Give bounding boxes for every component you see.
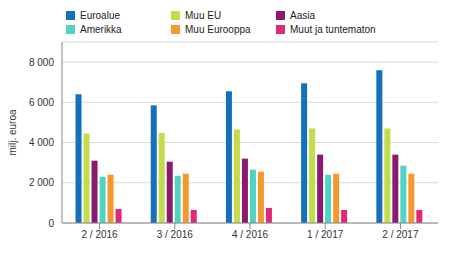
svg-text:milj. euroa: milj. euroa [8,109,18,156]
html-text:Amerikka: Amerikka [80,24,122,35]
svg-text:1 / 2017: 1 / 2017 [307,229,344,240]
svg-text:2 / 2017: 2 / 2017 [382,229,419,240]
html-text:Muu Eurooppa: Muu Eurooppa [185,24,251,35]
svg-text:0: 0 [48,218,54,229]
html-text:Muut ja tuntematon: Muut ja tuntematon [290,24,376,35]
html-text:Euroalue: Euroalue [80,10,120,21]
svg-text:6 000: 6 000 [29,97,54,108]
svg-text:4 000: 4 000 [29,137,54,148]
html-text:Aasia: Aasia [290,10,315,21]
svg-text:3 / 2016: 3 / 2016 [157,229,194,240]
svg-text:2 000: 2 000 [29,177,54,188]
html-text:Muu EU: Muu EU [185,10,222,21]
svg-text:4 / 2016: 4 / 2016 [232,229,269,240]
svg-text:8 000: 8 000 [29,57,54,68]
svg-text:2 / 2016: 2 / 2016 [82,229,119,240]
